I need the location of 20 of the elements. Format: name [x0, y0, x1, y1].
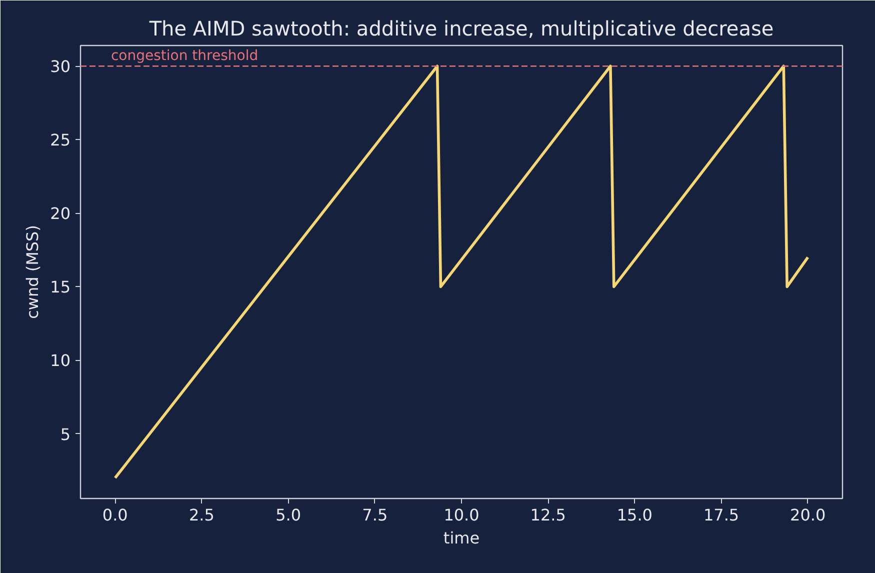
- line-series: [114, 64, 810, 480]
- x-tick-label: 5.0: [276, 506, 302, 524]
- x-tick-label: 15.0: [616, 506, 652, 524]
- y-tick-label: 25: [50, 130, 70, 150]
- x-tick-label: 17.5: [703, 506, 740, 524]
- chart-title: The AIMD sawtooth: additive increase, multiplicative decrease: [148, 16, 774, 40]
- x-tick-label: 20.0: [790, 506, 826, 524]
- ref-line-label: congestion threshold: [110, 48, 258, 64]
- y-tick-label: 30: [50, 57, 70, 76]
- x-tick-label: 12.5: [530, 506, 566, 524]
- y-tick-label: 10: [50, 351, 70, 370]
- x-tick-label: 2.5: [189, 506, 214, 524]
- y-axis-title: cwnd (MSS): [23, 225, 42, 319]
- y-tick-label: 5: [60, 424, 71, 444]
- x-tick-label: 10.0: [444, 506, 480, 524]
- x-tick-label: 7.5: [362, 506, 388, 524]
- x-tick-label: 0.0: [102, 506, 128, 524]
- y-tick-label: 15: [50, 278, 70, 297]
- x-axis-title: time: [443, 528, 480, 548]
- y-tick-label: 20: [50, 204, 70, 224]
